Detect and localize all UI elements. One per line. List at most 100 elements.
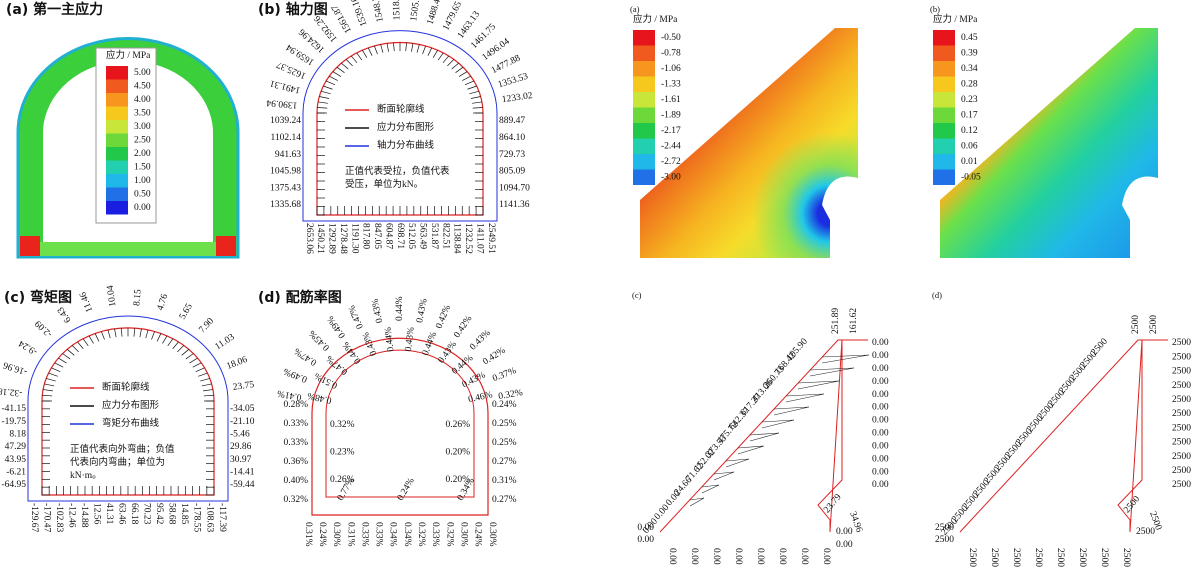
side-label: 1039.24 <box>270 116 301 126</box>
diagram <box>689 497 705 507</box>
arc-label: 0.41% <box>276 388 302 402</box>
mid-label: 0.00 <box>836 540 853 550</box>
stress-hot <box>216 236 236 256</box>
legend-swatch <box>106 79 128 93</box>
arc-label: 8.15 <box>132 289 143 307</box>
legend-label: 1.50 <box>134 162 151 172</box>
diagram <box>725 458 750 468</box>
legend-label: 轴力分布曲线 <box>377 139 435 151</box>
side-label: 0.00 <box>872 403 889 413</box>
legend-swatch <box>933 154 955 170</box>
legend-label: -1.33 <box>661 79 681 89</box>
side-label: 43.95 <box>5 455 27 465</box>
legend-label: 2.50 <box>134 135 151 145</box>
bottom-inner-label: 0.24% <box>396 476 417 502</box>
note: 代表向内弯曲；单位为 <box>70 456 165 468</box>
side-label: -19.75 <box>1 417 26 427</box>
side-label: 2500 <box>1172 381 1191 391</box>
note: 受压，单位为kN。 <box>345 178 423 190</box>
arc-label: 0.49% <box>282 366 309 384</box>
hatch <box>455 66 464 73</box>
hatch <box>66 349 75 356</box>
arc-label-inner: 0.44% <box>421 331 439 358</box>
hatch <box>416 44 420 53</box>
side-label: 2500 <box>1172 409 1191 419</box>
diagram <box>821 354 870 364</box>
mid-label: 0.00 <box>836 527 853 537</box>
bottom-label: -14.88 <box>79 503 89 528</box>
legend-label: 断面轮廓线 <box>102 381 150 393</box>
legend-swatch <box>633 107 655 123</box>
side-label: 0.00 <box>872 390 889 400</box>
hatch <box>200 378 210 382</box>
side-label: 0.25% <box>492 419 517 429</box>
arc-label-inner: 0.48% <box>306 390 332 405</box>
legend-label: 0.17 <box>961 110 978 120</box>
legend-swatch <box>633 61 655 77</box>
side-label: 0.33% <box>283 419 308 429</box>
side-label: 1375.43 <box>270 183 301 193</box>
arc-label: 6.43 <box>56 305 74 325</box>
hatch <box>469 90 480 95</box>
side-label: 0.23% <box>330 448 355 458</box>
bottom-label: 0.32% <box>444 522 454 547</box>
hatch <box>437 52 444 61</box>
outline <box>659 339 868 533</box>
diag-label: 2500 <box>1090 337 1110 358</box>
arc-label: 0.45% <box>307 328 332 352</box>
side-label: 2500 <box>1172 452 1191 462</box>
legend-label: 弯矩分布曲线 <box>102 417 160 429</box>
legend-swatch <box>633 154 655 170</box>
arc-label: 0.42% <box>481 346 507 368</box>
side-label: 0.20% <box>445 448 470 458</box>
hatch <box>319 96 330 99</box>
arc-label: 23.75 <box>232 380 255 393</box>
arc-label: -32.18 <box>0 385 23 397</box>
bottom-label: 563.49 <box>418 223 428 249</box>
legend-swatch <box>106 120 128 134</box>
hatch <box>374 45 378 55</box>
hatch <box>203 394 214 397</box>
hatch <box>185 353 194 360</box>
arc-label: 1233.02 <box>501 91 533 105</box>
legend-label: 4.00 <box>134 95 151 105</box>
side-label: 2500 <box>1172 395 1191 405</box>
bottom-label: 0.31% <box>303 522 313 547</box>
arc-label: 0.47% <box>347 304 366 331</box>
legend-title: 应力 / MPa <box>106 49 151 61</box>
side-label: 0.00 <box>872 377 889 387</box>
side-label: 1141.36 <box>499 200 530 210</box>
hatch <box>156 333 162 342</box>
bottom-label: 70.23 <box>142 503 152 525</box>
side-label: 30.97 <box>230 455 252 465</box>
bottom-label: 2500 <box>1055 548 1065 567</box>
bottom-label: 0.33% <box>374 522 384 547</box>
outline <box>41 327 215 496</box>
hatch <box>54 362 64 368</box>
hatch <box>71 345 79 353</box>
outline-inner <box>325 349 475 498</box>
hatch <box>77 341 84 349</box>
diagram <box>809 367 855 377</box>
mid-label: 23.79 <box>822 492 844 515</box>
hatch <box>46 378 56 382</box>
bottom-label: 2653.06 <box>304 223 314 254</box>
legend-swatch <box>633 138 655 154</box>
stress-hot <box>20 236 40 256</box>
arc-label: 7.90 <box>197 316 216 335</box>
legend-swatch <box>106 106 128 120</box>
arc-label: 0.44% <box>395 296 405 321</box>
side-label: -5.46 <box>230 430 250 440</box>
legend-label: 3.00 <box>134 122 151 132</box>
legend-label: 2.00 <box>134 149 151 159</box>
legend-label: 5.00 <box>134 68 151 78</box>
hatch <box>442 55 450 64</box>
panel-title: (c) 弯矩图 <box>4 289 72 306</box>
legend-label: 应力分布图形 <box>102 399 160 411</box>
arc-label: 18.06 <box>225 355 249 372</box>
bottom-label: 0.30% <box>487 522 497 547</box>
bottom-label: 1450.21 <box>315 223 325 254</box>
bottom-label: 0.00 <box>689 548 699 565</box>
legend-label: -2.44 <box>661 141 681 151</box>
legend-label: 0.23 <box>961 95 978 105</box>
